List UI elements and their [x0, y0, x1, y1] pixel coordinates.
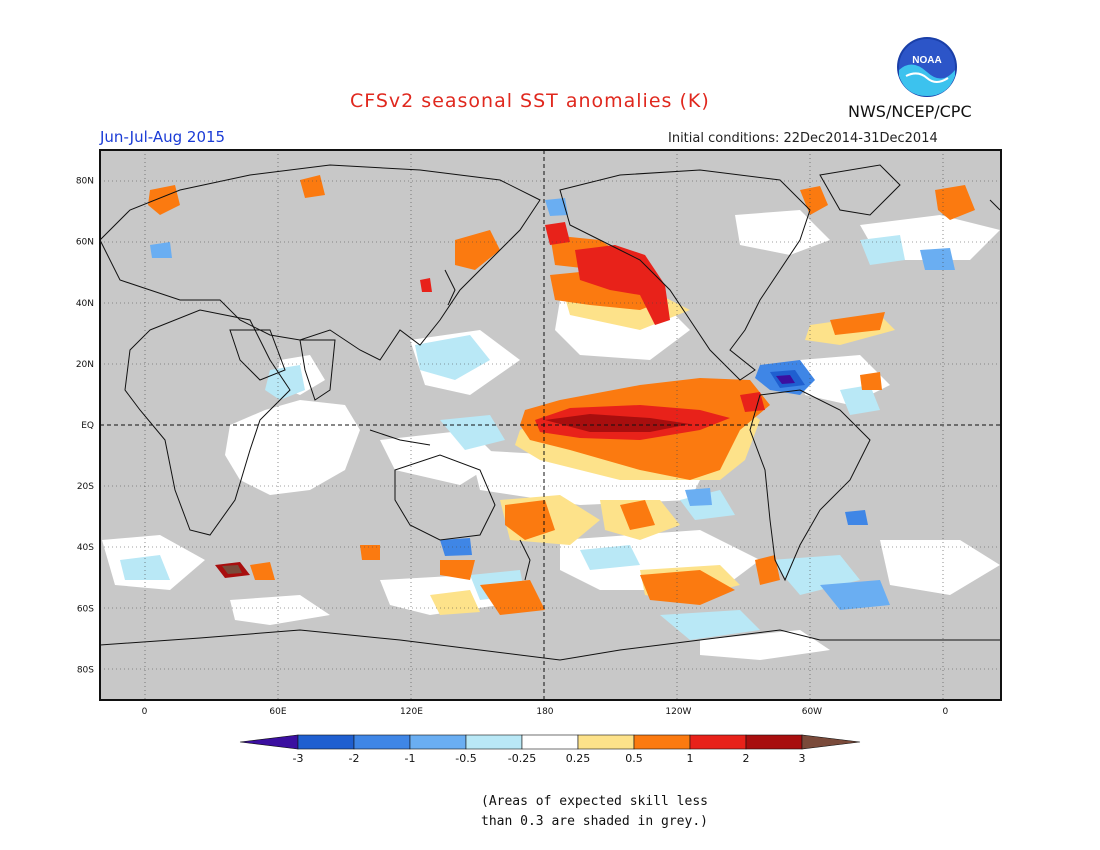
colorbar-swatch — [633, 734, 691, 750]
sst-anomaly-map: 0 60E 120E 180 120W 60W 0 80N 60N 40N 20N EQ 20S 40S… — [76, 149, 1002, 717]
colorbar-level-label: -1 — [405, 752, 416, 765]
colorbar: -3 -2 -1 -0.5 -0.25 0.25 0.5 1 2 3 — [239, 734, 861, 765]
skill-note-line-1: (Areas of expected skill less — [481, 794, 708, 809]
latitude-label: 40N — [76, 299, 94, 309]
colorbar-level-label: 3 — [799, 752, 806, 765]
colorbar-swatch — [577, 734, 635, 750]
longitude-label: 0 — [142, 707, 148, 717]
latitude-label: 40S — [77, 543, 94, 553]
longitude-label: 60W — [802, 707, 822, 717]
colorbar-max-triangle — [801, 734, 861, 750]
map-frame — [99, 149, 1002, 701]
colorbar-level-label: 0.5 — [625, 752, 643, 765]
skill-note-line-2: than 0.3 are shaded in grey.) — [481, 814, 708, 829]
colorbar-level-label: 1 — [687, 752, 694, 765]
latitude-label: 20N — [76, 360, 94, 370]
latitude-label: 80N — [76, 177, 94, 187]
colorbar-level-label: -0.25 — [508, 752, 536, 765]
colorbar-level-label: 0.25 — [566, 752, 591, 765]
longitude-label: 120W — [665, 707, 691, 717]
skill-note: (Areas of expected skill less than 0.3 a… — [481, 792, 708, 832]
colorbar-min-triangle — [239, 734, 299, 750]
latitude-label: 60N — [76, 238, 94, 248]
colorbar-swatch — [353, 734, 411, 750]
noaa-logo: NOAA — [897, 37, 957, 97]
latitude-label: 20S — [77, 482, 94, 492]
colorbar-swatch — [521, 734, 579, 750]
colorbar-swatch — [297, 734, 355, 750]
map-title: CFSv2 seasonal SST anomalies (K) — [350, 90, 710, 112]
colorbar-swatch — [745, 734, 803, 750]
initial-conditions-label: Initial conditions: 22Dec2014-31Dec2014 — [668, 131, 938, 146]
longitude-label: 0 — [943, 707, 949, 717]
colorbar-level-label: 2 — [743, 752, 750, 765]
colorbar-swatch — [409, 734, 467, 750]
colorbar-level-label: -2 — [349, 752, 360, 765]
agency-label: NWS/NCEP/CPC — [848, 102, 972, 121]
coastlines — [100, 164, 1001, 661]
colorbar-swatch — [689, 734, 747, 750]
longitude-label: 60E — [269, 707, 286, 717]
latitude-labels: 80N 60N 40N 20N EQ 20S 40S 60S 80S — [76, 177, 94, 676]
colorbar-swatch — [465, 734, 523, 750]
extreme-warm-region — [222, 565, 242, 574]
latitude-label: 60S — [77, 604, 94, 614]
latitude-label: EQ — [81, 421, 94, 431]
longitude-labels: 0 60E 120E 180 120W 60W 0 — [142, 707, 949, 717]
longitude-label: 180 — [536, 707, 553, 717]
colorbar-level-label: -0.5 — [455, 752, 476, 765]
colorbar-level-label: -3 — [293, 752, 304, 765]
longitude-label: 120E — [400, 707, 423, 717]
latitude-label: 80S — [77, 665, 94, 675]
noaa-logo-text: NOAA — [912, 55, 941, 66]
season-label: Jun-Jul-Aug 2015 — [100, 128, 226, 146]
